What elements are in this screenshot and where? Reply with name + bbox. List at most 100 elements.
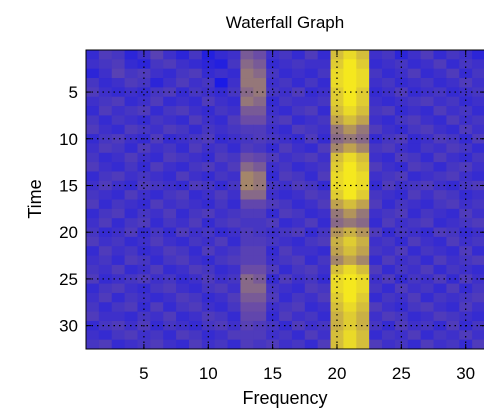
heatmap-cell xyxy=(176,208,190,219)
heatmap-cell xyxy=(227,302,241,313)
heatmap-cell xyxy=(369,311,383,322)
heatmap-cell xyxy=(433,339,447,350)
heatmap-cell xyxy=(227,134,241,144)
heatmap-cell xyxy=(163,152,177,163)
heatmap-cell xyxy=(111,152,126,163)
heatmap-cell xyxy=(343,255,357,266)
heatmap-cell xyxy=(446,124,460,135)
heatmap-cell xyxy=(407,264,422,275)
heatmap-cell xyxy=(382,59,396,70)
heatmap-cell xyxy=(98,292,113,303)
heatmap-cell xyxy=(459,115,473,126)
heatmap-cell xyxy=(176,50,190,60)
heatmap-cell xyxy=(394,68,409,79)
heatmap-cell xyxy=(407,292,422,303)
heatmap-cell xyxy=(279,292,293,303)
x-tick-label: 10 xyxy=(199,364,218,383)
heatmap-cell xyxy=(150,274,164,285)
heatmap-cell xyxy=(279,199,293,210)
heatmap-cell xyxy=(407,246,422,257)
heatmap-cell xyxy=(343,115,357,126)
heatmap-cell xyxy=(369,50,383,60)
heatmap-cell xyxy=(369,264,383,275)
heatmap-cell xyxy=(137,115,151,126)
heatmap-cell xyxy=(240,246,254,257)
heatmap-cell xyxy=(369,292,383,303)
heatmap-cell xyxy=(279,59,293,70)
heatmap-cell xyxy=(227,59,241,70)
heatmap-cell xyxy=(420,152,435,163)
heatmap-cell xyxy=(317,152,332,163)
heatmap-cell xyxy=(343,78,357,88)
heatmap-cell xyxy=(111,330,126,341)
heatmap-cell xyxy=(279,68,293,79)
heatmap-cell xyxy=(201,87,216,98)
heatmap-cell xyxy=(266,124,280,135)
heatmap-cell xyxy=(111,68,126,79)
heatmap-cell xyxy=(369,190,383,200)
heatmap-cell xyxy=(227,339,241,350)
heatmap-cell xyxy=(240,208,254,219)
heatmap-cell xyxy=(176,78,190,88)
heatmap-cell xyxy=(111,78,126,88)
heatmap-cell xyxy=(124,96,138,107)
heatmap-cell xyxy=(124,143,138,154)
heatmap-cell xyxy=(291,246,306,257)
heatmap-cell xyxy=(356,162,370,172)
heatmap-cell xyxy=(330,124,344,135)
heatmap-cell xyxy=(201,124,216,135)
heatmap-cell xyxy=(86,190,100,200)
heatmap-cell xyxy=(446,96,460,107)
heatmap-cell xyxy=(98,227,113,238)
heatmap-cell xyxy=(124,199,138,210)
heatmap-cell xyxy=(304,124,319,135)
heatmap-cell xyxy=(343,143,357,154)
heatmap-cell xyxy=(433,255,447,266)
heatmap-cell xyxy=(394,152,409,163)
heatmap-cell xyxy=(433,190,447,200)
heatmap-cell xyxy=(472,264,484,275)
heatmap-cell xyxy=(369,246,383,257)
heatmap-cell xyxy=(330,78,344,88)
heatmap-cell xyxy=(188,255,203,266)
heatmap-cell xyxy=(446,330,460,341)
heatmap-cell xyxy=(369,115,383,126)
heatmap-cell xyxy=(459,264,473,275)
heatmap-cell xyxy=(472,143,484,154)
heatmap-cell xyxy=(176,106,190,116)
heatmap-cell xyxy=(124,171,138,182)
heatmap-cell xyxy=(98,208,113,219)
heatmap-cell xyxy=(111,274,126,285)
heatmap-cell xyxy=(137,311,151,322)
heatmap-cell xyxy=(163,115,177,126)
heatmap-cell xyxy=(214,190,229,200)
heatmap-cell xyxy=(111,339,126,350)
heatmap-cell xyxy=(214,106,229,116)
heatmap-cell xyxy=(253,143,267,154)
heatmap-cell xyxy=(446,115,460,126)
heatmap-cell xyxy=(176,190,190,200)
heatmap-cell xyxy=(111,96,126,107)
heatmap-cell xyxy=(227,171,241,182)
chart-title: Waterfall Graph xyxy=(226,13,344,32)
heatmap-cell xyxy=(163,199,177,210)
heatmap-cell xyxy=(150,59,164,70)
heatmap-cell xyxy=(420,246,435,257)
heatmap-cell xyxy=(356,50,370,60)
heatmap-cell xyxy=(433,143,447,154)
heatmap-cell xyxy=(382,246,396,257)
heatmap-cell xyxy=(150,302,164,313)
heatmap-cell xyxy=(111,218,126,229)
heatmap-cell xyxy=(394,171,409,182)
heatmap-cell xyxy=(472,180,484,191)
heatmap-cell xyxy=(86,283,100,294)
heatmap-cell xyxy=(407,255,422,266)
heatmap-cell xyxy=(188,152,203,163)
heatmap-cell xyxy=(279,330,293,341)
heatmap-cell xyxy=(214,162,229,172)
heatmap-cell xyxy=(227,87,241,98)
heatmap-cell xyxy=(86,311,100,322)
heatmap-cell xyxy=(188,320,203,331)
heatmap-cell xyxy=(446,199,460,210)
heatmap-cell xyxy=(420,96,435,107)
